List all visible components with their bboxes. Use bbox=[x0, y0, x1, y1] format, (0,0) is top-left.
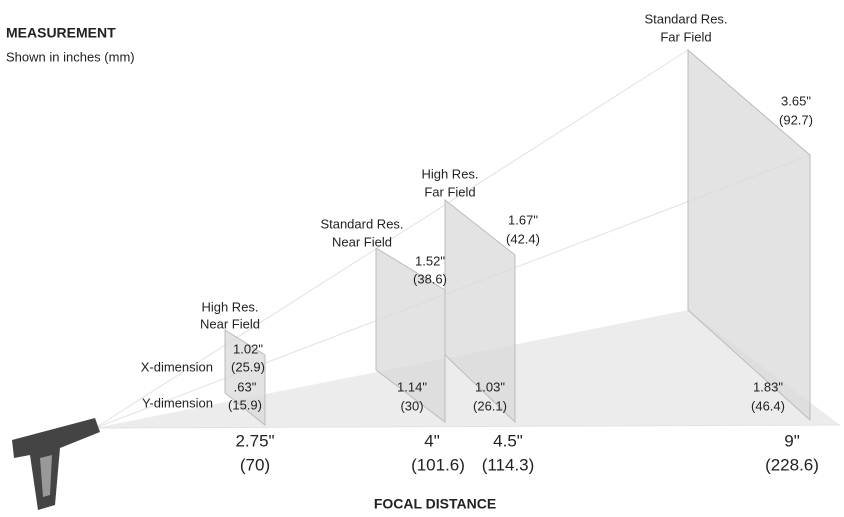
distance: 9" bbox=[784, 431, 800, 450]
y-dim: 1.03" bbox=[475, 379, 505, 394]
x-dim: 3.65" bbox=[781, 93, 811, 108]
x-dim: 1.67" bbox=[508, 212, 538, 227]
field-name: Near Field bbox=[332, 234, 392, 249]
subtitle: Shown in inches (mm) bbox=[6, 49, 135, 64]
y-dim-mm: (46.4) bbox=[751, 398, 785, 413]
distance: 4" bbox=[424, 431, 440, 450]
field-name: Standard Res. bbox=[320, 216, 403, 231]
title: MEASUREMENT bbox=[6, 25, 116, 41]
distance-mm: (70) bbox=[240, 455, 270, 474]
scanner-icon bbox=[12, 418, 100, 510]
field-name: High Res. bbox=[201, 299, 258, 314]
x-dim-mm: (92.7) bbox=[779, 112, 813, 127]
distance-mm: (228.6) bbox=[765, 455, 819, 474]
y-dim-mm: (15.9) bbox=[228, 397, 262, 412]
ray bbox=[94, 49, 689, 429]
distance: 2.75" bbox=[235, 431, 274, 450]
y-dim-mm: (30) bbox=[400, 398, 423, 413]
row-label: Y-dimension bbox=[142, 395, 213, 410]
x-dim: 1.52" bbox=[415, 253, 445, 268]
x-dim: 1.02" bbox=[233, 341, 263, 356]
ray bbox=[94, 424, 841, 429]
field-name: Standard Res. bbox=[644, 11, 727, 26]
row-label: X-dimension bbox=[141, 359, 213, 374]
drawing bbox=[12, 48, 841, 510]
y-dim: 1.14" bbox=[397, 379, 427, 394]
y-dim: .63" bbox=[234, 379, 257, 394]
field-name: Far Field bbox=[660, 29, 711, 44]
x-dim-mm: (25.9) bbox=[231, 359, 265, 374]
x-dim-mm: (42.4) bbox=[506, 231, 540, 246]
plane bbox=[224, 329, 266, 427]
plane bbox=[687, 48, 811, 422]
field-name: High Res. bbox=[421, 166, 478, 181]
field-name: Far Field bbox=[424, 184, 475, 199]
plane bbox=[375, 247, 446, 424]
footer: FOCAL DISTANCE bbox=[374, 496, 496, 512]
y-dim: 1.83" bbox=[753, 379, 783, 394]
distance-mm: (101.6) bbox=[411, 455, 465, 474]
y-dim-mm: (26.1) bbox=[473, 398, 507, 413]
distance-mm: (114.3) bbox=[482, 455, 535, 474]
field-name: Near Field bbox=[200, 316, 260, 331]
x-dim-mm: (38.6) bbox=[413, 271, 447, 286]
distance: 4.5" bbox=[493, 431, 523, 450]
